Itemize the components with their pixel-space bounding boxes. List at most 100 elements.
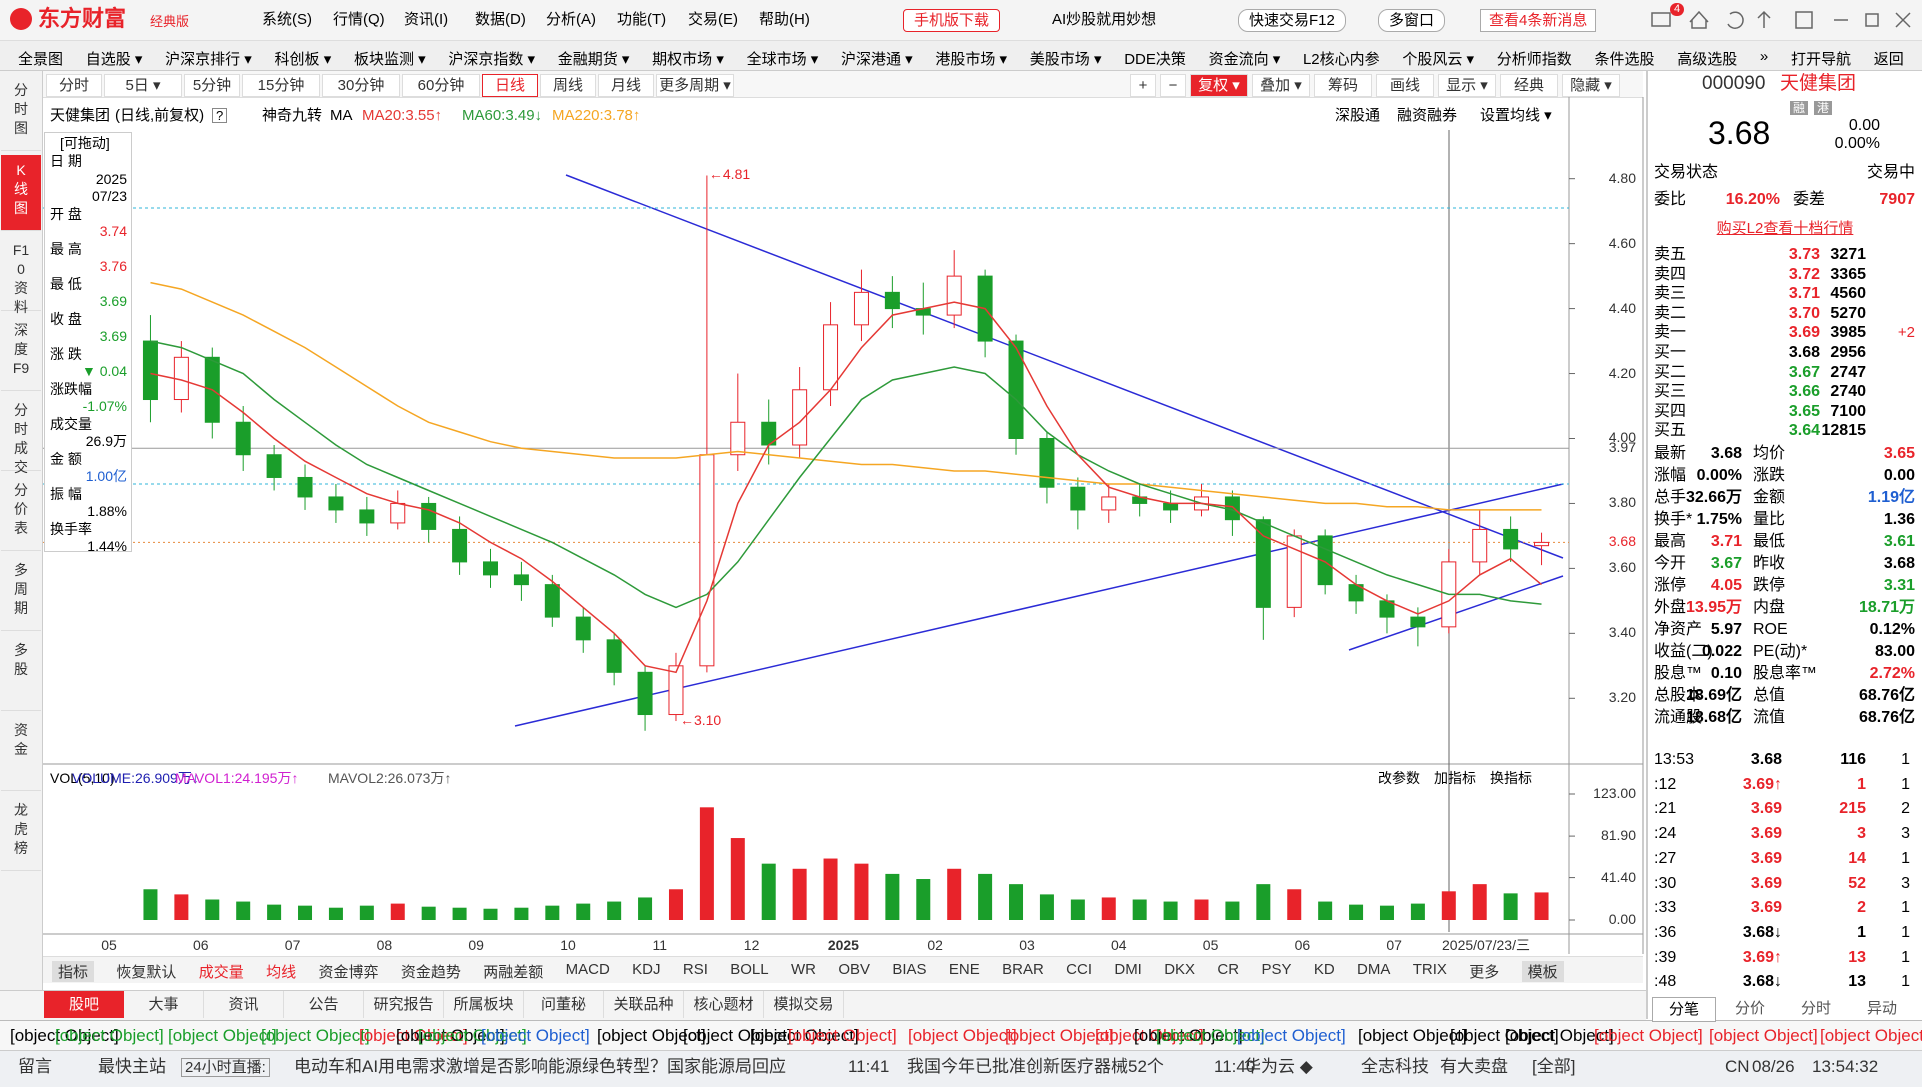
tool-button[interactable]: 隐藏 ▾ (1562, 74, 1620, 97)
menu-item[interactable]: 系统(S) (262, 11, 312, 28)
bottom-tab[interactable]: 研究报告 (364, 991, 444, 1018)
indicator-tab[interactable]: 更多 (1469, 964, 1500, 981)
news-item[interactable]: 最快主站 (98, 1057, 166, 1076)
chart-link[interactable]: 融资融券 (1397, 107, 1458, 124)
sidebar-item[interactable]: 多股 (1, 635, 41, 711)
indicator-tab[interactable]: 两融差额 (483, 964, 544, 981)
nav-item[interactable]: 科创板 ▾ (274, 51, 332, 68)
panel-tab[interactable]: 分价 (1734, 1000, 1765, 1017)
indicator-tab[interactable]: 成交量 (198, 964, 244, 981)
bottom-tab[interactable]: 关联品种 (604, 991, 684, 1018)
nav-item[interactable]: 沪深京指数 ▾ (448, 51, 536, 68)
nav-item[interactable]: 板块监测 ▾ (353, 51, 426, 68)
period-button[interactable]: 15分钟 (242, 74, 320, 97)
panel-tab[interactable]: 分时 (1800, 1000, 1831, 1017)
period-button[interactable]: 30分钟 (322, 74, 400, 97)
tool-button[interactable]: 显示 ▾ (1438, 74, 1496, 97)
sidebar-item[interactable]: 龙虎榜 (1, 795, 41, 871)
nav-item[interactable]: DDE决策 (1124, 51, 1186, 68)
nav-item[interactable]: 返回 (1873, 51, 1904, 68)
period-button[interactable]: 5日 ▾ (104, 74, 182, 97)
bottom-tab[interactable]: 公告 (284, 991, 364, 1018)
menu-item[interactable]: 数据(D) (475, 11, 526, 28)
bottom-tab[interactable]: 问董秘 (524, 991, 604, 1018)
nav-item[interactable]: » (1759, 48, 1769, 65)
news-item[interactable]: 有大卖盘 (1440, 1057, 1508, 1076)
ai-link[interactable]: AI炒股就用妙想 (1052, 11, 1157, 28)
nav-item[interactable]: 港股市场 ▾ (935, 51, 1008, 68)
news-item[interactable]: 华为云 ◆ (1244, 1057, 1313, 1076)
sidebar-item[interactable]: 分时成交 (1, 395, 41, 475)
l2-link[interactable]: 购买L2查看十档行情 (1716, 220, 1854, 237)
window-controls[interactable] (1651, 10, 1911, 29)
indicator-tab[interactable]: TRIX (1412, 961, 1447, 978)
nav-item[interactable]: 打开导航 (1790, 51, 1851, 68)
help-icon[interactable]: ? (212, 108, 228, 123)
sidebar-item[interactable]: 分时图 (1, 75, 41, 151)
tool-button[interactable]: 复权 ▾ (1190, 74, 1248, 97)
indicator-tab[interactable]: OBV (838, 961, 870, 978)
nav-item[interactable]: 美股市场 ▾ (1029, 51, 1102, 68)
indicator-tab[interactable]: 资金趋势 (400, 964, 461, 981)
panel-tab[interactable]: 异动 (1866, 1000, 1897, 1017)
indicator-tab[interactable]: DMI (1114, 961, 1142, 978)
news-item[interactable]: 电动车和AI用电需求激增是否影响能源绿色转型？国家能源局回应 (294, 1057, 787, 1076)
period-button[interactable]: 月线 (598, 74, 654, 97)
nav-item[interactable]: 个股风云 ▾ (1402, 51, 1475, 68)
news-item[interactable]: 留言 (18, 1057, 52, 1076)
volume-link[interactable]: 加指标 (1434, 770, 1476, 786)
sidebar-item[interactable]: 多周期 (1, 555, 41, 631)
menu-item[interactable]: 交易(E) (688, 11, 738, 28)
bottom-tab[interactable]: 大事 (124, 991, 204, 1018)
news-item[interactable]: 11:40 (1214, 1057, 1256, 1076)
indicator-tab[interactable]: KDJ (632, 961, 661, 978)
tool-button[interactable]: 经典 (1500, 74, 1558, 97)
sidebar-item[interactable]: 分价表 (1, 475, 41, 551)
nav-item[interactable]: 条件选股 (1594, 51, 1655, 68)
tool-button[interactable]: 筹码 (1314, 74, 1372, 97)
multi-window[interactable]: 多窗口 (1378, 9, 1446, 32)
menu-item[interactable]: 帮助(H) (759, 11, 810, 28)
nav-item[interactable]: 自选股 ▾ (85, 51, 143, 68)
nav-item[interactable]: L2核心内参 (1302, 51, 1380, 68)
messages[interactable]: 查看4条新消息 (1480, 9, 1597, 32)
period-button[interactable]: 更多周期 ▾ (656, 74, 734, 97)
nav-item[interactable]: 分析师指数 (1496, 51, 1572, 68)
indicator-tab[interactable]: ENE (948, 961, 980, 978)
news-item[interactable]: [全部] (1532, 1057, 1576, 1076)
panel-tab[interactable]: 分笔 (1652, 997, 1716, 1022)
period-button[interactable]: 分时 (46, 74, 102, 97)
indicator-tab[interactable]: KD (1313, 961, 1335, 978)
bottom-tab[interactable]: 核心题材 (684, 991, 764, 1018)
news-item[interactable]: 我国今年已批准创新医疗器械52个 (907, 1057, 1164, 1076)
period-button[interactable]: 60分钟 (402, 74, 480, 97)
indicator-tab[interactable]: BRAR (1002, 961, 1044, 978)
tool-button[interactable]: + (1130, 74, 1156, 97)
nav-item[interactable]: 期权市场 ▾ (652, 51, 724, 68)
chart-link[interactable]: 设置均线 ▾ (1480, 107, 1552, 124)
indicator-tab[interactable]: 指标 (52, 961, 95, 982)
news-item[interactable]: 全志科技 (1361, 1057, 1429, 1076)
bottom-tab[interactable]: 股吧 (44, 991, 124, 1018)
nav-item[interactable]: 资金流向 ▾ (1208, 51, 1281, 68)
tool-button[interactable]: − (1160, 74, 1186, 97)
volume-link[interactable]: 换指标 (1490, 770, 1532, 786)
tool-button[interactable]: 画线 (1376, 74, 1434, 97)
nav-item[interactable]: 沪深京排行 ▾ (165, 51, 252, 68)
tool-button[interactable]: 叠加 ▾ (1252, 74, 1310, 97)
menu-item[interactable]: 分析(A) (546, 11, 596, 28)
mobile-download[interactable]: 手机版下载 (903, 9, 1001, 32)
indicator-tab[interactable]: 模板 (1521, 961, 1564, 982)
indicator-tab[interactable]: 均线 (266, 964, 297, 981)
nav-item[interactable]: 全球市场 ▾ (746, 51, 819, 68)
nav-item[interactable]: 金融期货 ▾ (557, 51, 630, 68)
indicator-tab[interactable]: BIAS (892, 961, 927, 978)
indicator-tab[interactable]: PSY (1261, 961, 1292, 978)
quick-trade[interactable]: 快速交易F12 (1238, 9, 1346, 32)
period-button[interactable]: 5分钟 (184, 74, 240, 97)
sidebar-item[interactable]: 资金 (1, 715, 41, 791)
chart-link[interactable]: 深股通 (1335, 107, 1381, 124)
volume-link[interactable]: 改参数 (1378, 770, 1420, 786)
indicator-tab[interactable]: MACD (565, 961, 610, 978)
sidebar-item[interactable]: F10资料 (1, 235, 41, 315)
